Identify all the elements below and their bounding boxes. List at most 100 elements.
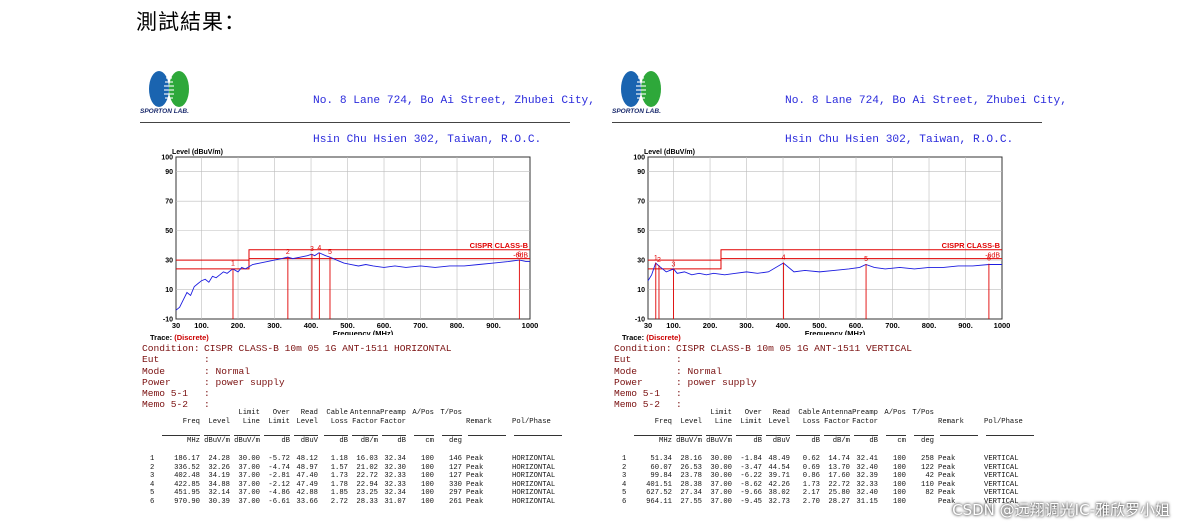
limit-sublabel: -6dB bbox=[985, 253, 1000, 260]
table-cell: 1 bbox=[150, 455, 155, 463]
header-underline bbox=[442, 435, 462, 436]
header-underline bbox=[264, 435, 290, 436]
x-tick-label: 300. bbox=[739, 321, 754, 330]
column-header: Level bbox=[680, 418, 702, 426]
y-tick-label: 50 bbox=[165, 228, 173, 235]
table-cell: 17.60 bbox=[828, 472, 850, 481]
y-tick-label: 10 bbox=[165, 287, 173, 294]
y-tick-label: 50 bbox=[637, 228, 645, 235]
table-cell: 4 bbox=[150, 480, 155, 489]
table-cell: 32.34 bbox=[384, 489, 406, 498]
table-cell: 336.52 bbox=[174, 463, 200, 472]
y-tick-label: 10 bbox=[637, 287, 645, 294]
table-cell: 100 bbox=[893, 480, 906, 489]
table-cell: Peak bbox=[938, 455, 956, 463]
table-cell: 42.88 bbox=[296, 489, 318, 498]
table-cell: 37.00 bbox=[238, 463, 260, 472]
header-underline bbox=[940, 435, 978, 436]
x-tick-label: 900. bbox=[486, 321, 501, 330]
x-tick-label: 30 bbox=[644, 321, 652, 330]
table-cell: 32.39 bbox=[856, 472, 878, 481]
table-cell: 27.34 bbox=[680, 489, 702, 498]
marker-label: 1 bbox=[231, 261, 235, 268]
column-header: dB bbox=[339, 437, 348, 445]
table-cell: 100 bbox=[421, 480, 434, 489]
column-header: A/Pos bbox=[412, 409, 434, 417]
column-header: Factor bbox=[824, 418, 850, 426]
x-axis-label: Frequency (MHz) bbox=[333, 329, 394, 335]
column-header: Limit bbox=[238, 409, 260, 417]
limit-sublabel: -6dB bbox=[513, 253, 528, 260]
table-cell: 24.28 bbox=[208, 455, 230, 463]
column-header: dB bbox=[753, 437, 762, 445]
table-cell: 100 bbox=[893, 472, 906, 481]
csdn-watermark: CSDN @远翔调光IC-雅欣罗小姐 bbox=[952, 501, 1170, 519]
table-cell: 13.70 bbox=[828, 463, 850, 472]
table-cell: VERTICAL bbox=[984, 480, 1019, 489]
table-cell: 27.55 bbox=[680, 498, 702, 506]
table-cell: -9.66 bbox=[740, 489, 762, 498]
table-cell: 31.07 bbox=[384, 498, 406, 506]
memo2-value: : bbox=[676, 399, 682, 411]
y-tick-label: 90 bbox=[637, 169, 645, 176]
table-cell: HORIZONTAL bbox=[512, 480, 556, 489]
address-line: No. 8 Lane 724, Bo Ai Street, Zhubei Cit… bbox=[785, 95, 1067, 107]
limit-line-class-b bbox=[648, 249, 1002, 261]
table-cell: 37.00 bbox=[710, 498, 732, 506]
x-tick-label: 1000 bbox=[994, 321, 1011, 330]
header-underline bbox=[796, 435, 820, 436]
column-header: dB bbox=[869, 437, 878, 445]
table-cell: 38.02 bbox=[768, 489, 790, 498]
table-cell: HORIZONTAL bbox=[512, 463, 556, 472]
table-cell: 1.73 bbox=[802, 480, 820, 489]
table-cell: 261 bbox=[449, 498, 462, 506]
table-cell: -1.84 bbox=[740, 455, 762, 463]
column-header: Read bbox=[300, 409, 318, 417]
table-cell: Peak bbox=[466, 463, 484, 472]
table-cell: Peak bbox=[466, 489, 484, 498]
table-cell: 42 bbox=[925, 472, 934, 481]
y-tick-label: 90 bbox=[165, 169, 173, 176]
logo-text: SPORTON LAB. bbox=[612, 108, 661, 115]
table-cell: 3 bbox=[622, 472, 627, 481]
table-cell: Peak bbox=[938, 489, 956, 498]
column-header: Line bbox=[714, 418, 732, 426]
meta-key: Condition: bbox=[614, 343, 672, 354]
table-cell: -2.12 bbox=[268, 480, 290, 489]
table-cell: 451.95 bbox=[174, 489, 200, 498]
marker-label: 5 bbox=[864, 256, 868, 263]
table-cell: 47.49 bbox=[296, 480, 318, 489]
meta-key: Mode bbox=[614, 365, 638, 377]
table-cell: 33.66 bbox=[296, 498, 318, 506]
x-tick-label: 200. bbox=[703, 321, 718, 330]
table-cell: 2 bbox=[622, 463, 627, 472]
emission-chart-horizontal: Level (dBuV/m) 30 100. 200. 300. 400. 500. 600.… bbox=[161, 149, 538, 335]
x-tick-label: 200. bbox=[231, 321, 246, 330]
table-cell: HORIZONTAL bbox=[512, 489, 556, 498]
column-header: T/Pos bbox=[912, 409, 934, 417]
table-cell: 401.51 bbox=[646, 480, 672, 489]
table-cell: Peak bbox=[938, 472, 956, 481]
table-cell: 16.03 bbox=[356, 455, 378, 463]
y-tick-label: 100 bbox=[633, 155, 645, 162]
table-cell: Peak bbox=[466, 472, 484, 481]
table-cell: -4.86 bbox=[268, 489, 290, 498]
table-cell: 51.34 bbox=[650, 455, 672, 463]
address-line: No. 8 Lane 724, Bo Ai Street, Zhubei Cit… bbox=[313, 95, 595, 107]
y-tick-label: 30 bbox=[165, 258, 173, 265]
measurement-trace bbox=[175, 252, 530, 311]
table-cell: 30.00 bbox=[710, 455, 732, 463]
header-underline bbox=[514, 435, 562, 436]
table-cell: 22.94 bbox=[356, 480, 378, 489]
y-tick-label: 100 bbox=[161, 155, 173, 162]
table-cell: 30.00 bbox=[710, 463, 732, 472]
column-header: MHz bbox=[187, 437, 200, 445]
table-cell: 32.73 bbox=[768, 498, 790, 506]
meta-key: Power bbox=[142, 376, 171, 388]
limit-line-minus6db bbox=[176, 258, 530, 270]
trace-label: Trace: (Discrete) bbox=[622, 333, 681, 342]
table-cell: -3.47 bbox=[740, 463, 762, 472]
table-cell: 127 bbox=[449, 472, 462, 481]
marker-label: 5 bbox=[328, 249, 332, 256]
table-cell: 60.07 bbox=[650, 463, 672, 472]
